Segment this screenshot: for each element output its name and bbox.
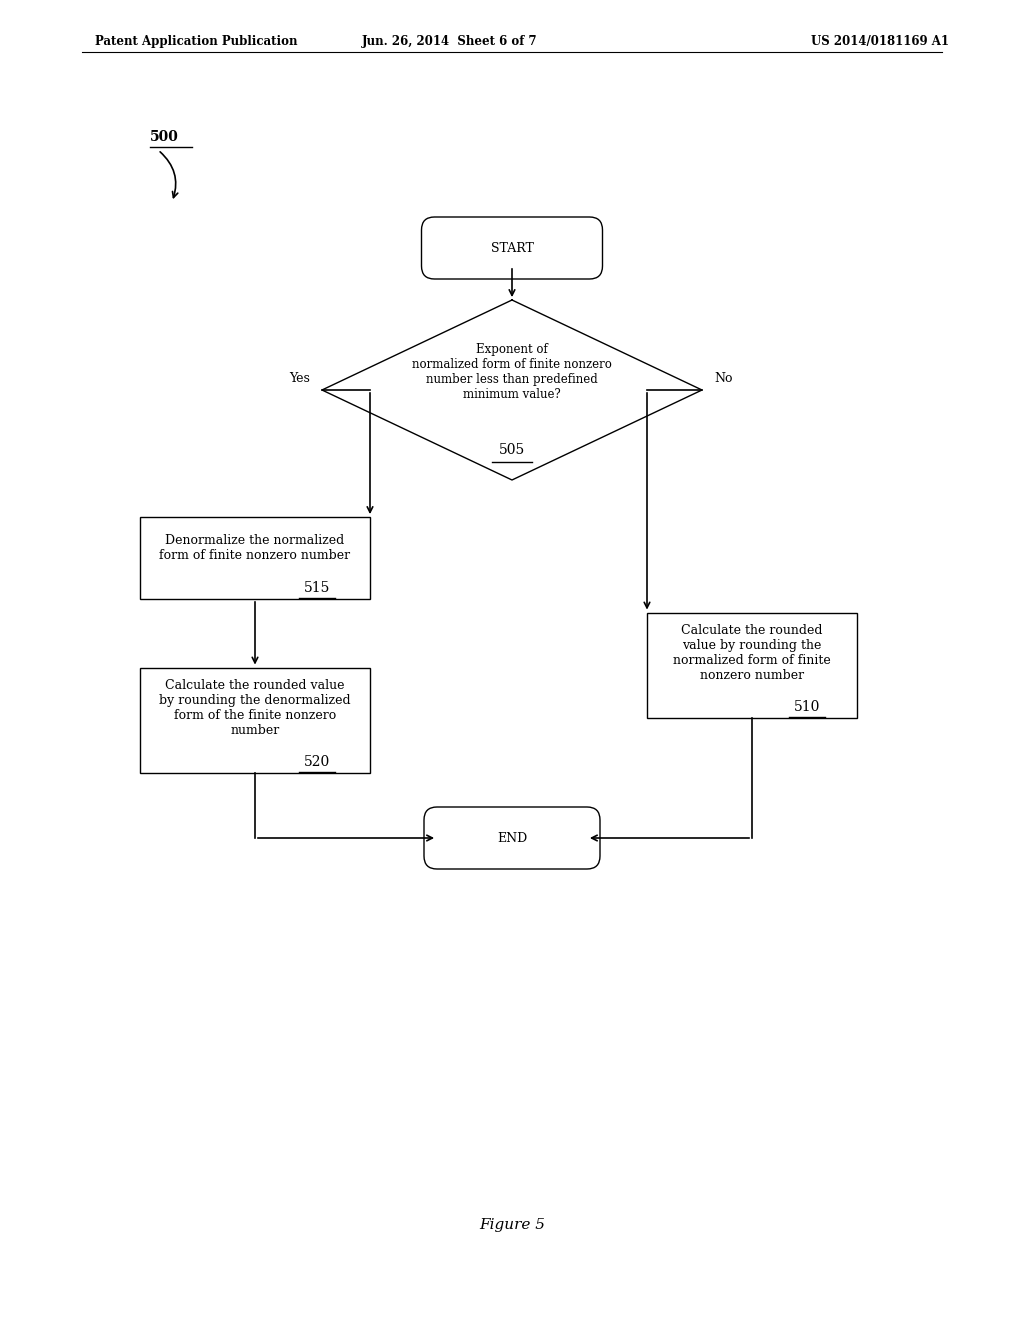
FancyBboxPatch shape bbox=[140, 517, 370, 599]
Text: Calculate the rounded
value by rounding the
normalized form of finite
nonzero nu: Calculate the rounded value by rounding … bbox=[673, 624, 830, 682]
Text: Exponent of
normalized form of finite nonzero
number less than predefined
minimu: Exponent of normalized form of finite no… bbox=[412, 343, 612, 401]
Text: START: START bbox=[490, 242, 534, 255]
FancyBboxPatch shape bbox=[647, 612, 857, 718]
Text: No: No bbox=[714, 371, 732, 384]
Text: US 2014/0181169 A1: US 2014/0181169 A1 bbox=[811, 36, 949, 48]
Text: 515: 515 bbox=[304, 581, 330, 595]
FancyBboxPatch shape bbox=[140, 668, 370, 772]
Text: Yes: Yes bbox=[289, 371, 310, 384]
Text: Calculate the rounded value
by rounding the denormalized
form of the finite nonz: Calculate the rounded value by rounding … bbox=[159, 678, 351, 737]
FancyBboxPatch shape bbox=[424, 807, 600, 869]
Text: Figure 5: Figure 5 bbox=[479, 1218, 545, 1232]
Text: Patent Application Publication: Patent Application Publication bbox=[95, 36, 298, 48]
Text: Denormalize the normalized
form of finite nonzero number: Denormalize the normalized form of finit… bbox=[160, 535, 350, 562]
Text: 520: 520 bbox=[304, 755, 330, 770]
Text: 510: 510 bbox=[794, 700, 820, 714]
FancyBboxPatch shape bbox=[422, 216, 602, 279]
Text: Jun. 26, 2014  Sheet 6 of 7: Jun. 26, 2014 Sheet 6 of 7 bbox=[362, 36, 538, 48]
Text: 505: 505 bbox=[499, 444, 525, 457]
Text: 500: 500 bbox=[150, 129, 179, 144]
Text: END: END bbox=[497, 832, 527, 845]
